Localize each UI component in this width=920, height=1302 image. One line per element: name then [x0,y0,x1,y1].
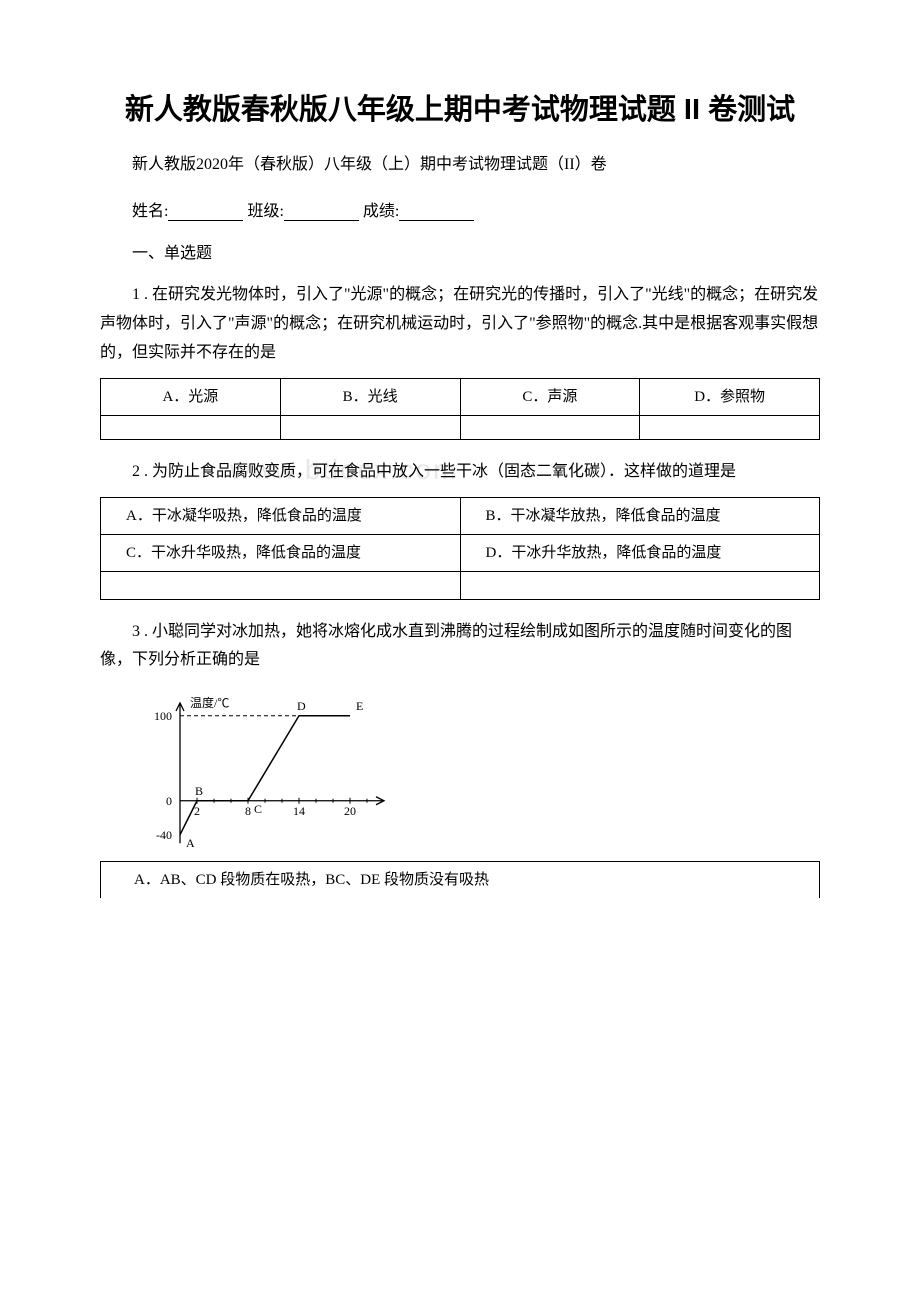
q1-opt-c: C．声源 [460,378,640,415]
svg-text:-40: -40 [156,828,172,842]
svg-text:20: 20 [344,804,356,818]
name-blank[interactable] [168,203,243,221]
q1-empty-d [640,415,820,439]
svg-text:C: C [254,802,262,816]
q1-empty-b [280,415,460,439]
q2-empty-b [460,571,820,599]
question-1-options: A．光源 B．光线 C．声源 D．参照物 [100,378,820,440]
q2-opt-d: D．干冰升华放热，降低食品的温度 [460,534,820,571]
q1-opt-d: D．参照物 [640,378,820,415]
name-label: 姓名: [132,203,168,220]
svg-text:温度/℃: 温度/℃ [190,695,229,710]
student-info-line: 姓名: 班级: 成绩: [100,197,820,221]
q1-opt-a: A．光源 [101,378,281,415]
q2-opt-a: A．干冰凝华吸热，降低食品的温度 [101,497,461,534]
svg-text:A: A [186,836,195,850]
page-title: 新人教版春秋版八年级上期中考试物理试题 II 卷测试 [100,90,820,131]
q2-opt-b: B．干冰凝华放热，降低食品的温度 [460,497,820,534]
svg-text:E: E [356,699,363,713]
q3-opt-a: A．AB、CD 段物质在吸热，BC、DE 段物质没有吸热 [101,862,820,899]
svg-text:B: B [195,784,203,798]
q2-opt-c: C．干冰升华吸热，降低食品的温度 [101,534,461,571]
question-3-text: 3 . 小聪同学对冰加热，她将冰熔化成水直到沸腾的过程绘制成如图所示的温度随时间… [100,618,820,676]
q1-opt-b: B．光线 [280,378,460,415]
question-2-options: A．干冰凝华吸热，降低食品的温度 B．干冰凝华放热，降低食品的温度 C．干冰升华… [100,497,820,600]
temperature-chart-svg: 温度/℃1000-40281420ABCDE [132,685,392,855]
svg-text:0: 0 [166,794,172,808]
subtitle: 新人教版2020年（春秋版）八年级（上）期中考试物理试题（II）卷 [100,151,820,180]
svg-text:D: D [297,699,306,713]
q1-empty-c [460,415,640,439]
score-blank[interactable] [399,203,474,221]
class-label: 班级: [247,203,283,220]
q1-empty-a [101,415,281,439]
question-2-text: 2 . 为防止食品腐败变质，可在食品中放入一些干冰（固态二氧化碳）．这样做的道理… [100,458,820,487]
svg-text:8: 8 [245,804,251,818]
section-heading: 一、单选题 [100,239,820,263]
q2-empty-a [101,571,461,599]
score-label: 成绩: [363,203,399,220]
question-1-text: 1 . 在研究发光物体时，引入了"光源"的概念；在研究光的传播时，引入了"光线"… [100,281,820,367]
class-blank[interactable] [284,203,359,221]
q3-chart: 温度/℃1000-40281420ABCDE [132,685,820,855]
svg-text:14: 14 [293,804,305,818]
question-3-options: A．AB、CD 段物质在吸热，BC、DE 段物质没有吸热 [100,861,820,898]
svg-text:100: 100 [154,709,172,723]
